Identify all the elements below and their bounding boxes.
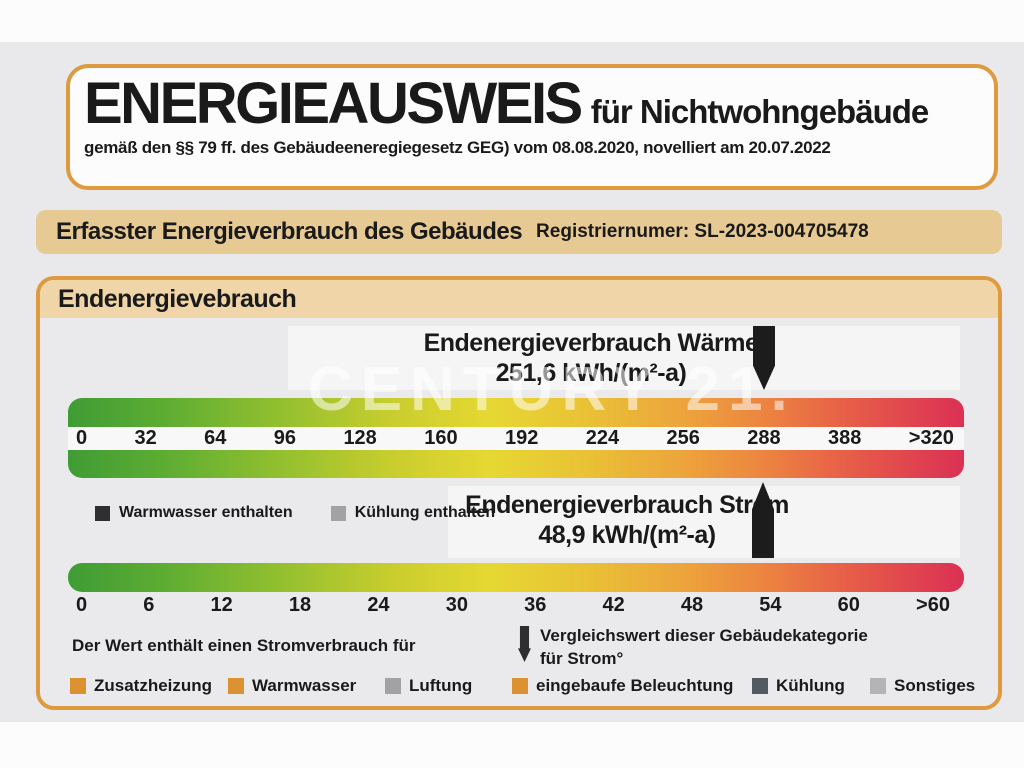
tick-label: 128 [343,427,377,449]
scale-bar-strom [68,563,964,592]
scale-strom-value: 48,9 kWh/(m²-a) [538,521,716,549]
tick-label: 54 [759,593,782,616]
tick-label: 224 [585,427,620,449]
note-vergleichswert: Vergleichswert dieser Gebäudekategorie f… [540,624,868,670]
scale-waerme-title: Endenergieverbrauch Wärme [423,329,759,357]
tick-label: 42 [602,593,625,616]
legend-square-light [870,678,886,694]
tick-label: >60 [916,593,950,616]
scale-waerme-value: 251,6 kWh/(m²-a) [495,359,687,387]
title-row: ENERGIEAUSWEIS für Nichtwohngebäude [84,71,982,137]
tick-label: 256 [666,427,700,449]
comparison-arrow-icon [518,626,531,662]
legend-square-orange [228,678,244,694]
legend-item-zusatzheizung: Zusatzheizung [70,676,212,696]
tick-label: 388 [828,427,862,449]
marker-up-arrow-icon [752,482,774,558]
legend-square-orange [70,678,86,694]
legend-square-gray [330,505,346,521]
note-vergleichswert-line2: für Strom° [540,649,624,668]
certificate-sheet: ENERGIEAUSWEIS für Nichtwohngebäude gemä… [0,42,1024,722]
legend-square-orange [512,678,528,694]
legend-item-warmwasser-enthalten: Warmwasser enthalten [95,504,293,522]
label-band-waerme [288,326,960,390]
scales-content: CENTURY 21. Endenergieverbrauch Wärme 25… [40,318,998,706]
banner-label: Erfasster Energieverbrauch des Gebäudes [56,218,523,245]
legend-label: Warmwasser [252,676,357,695]
legend-label: Luftung [409,676,473,695]
legend-label: Zusatzheizung [94,676,213,695]
note-stromverbrauch: Der Wert enthält einen Stromverbrauch fü… [72,636,416,655]
marker-down-arrow-icon [753,326,775,390]
legend-item-luftung: Luftung [385,676,472,696]
legend-label: Kühlung enthalten [354,504,496,521]
legend-label: Kühlung [776,676,845,695]
scale-bar-waerme: 0 32 64 96 128 160 192 224 256 288 388 >… [68,398,964,478]
legend-item-kuehlung-enthalten: Kühlung enthalten [330,504,496,522]
legend-item-kuehlung: Kühlung [752,676,845,696]
scale-strom-title: Endenergieverbrauch Strom [465,491,789,519]
legend-label: Sonstiges [894,676,976,695]
tick-label: 60 [837,593,860,616]
page-title-suffix: für Nichtwohngebäude [590,93,929,130]
tick-label: 48 [680,593,704,616]
tick-label: 30 [445,593,468,616]
legend-label: eingebaufe Beleuchtung [536,676,734,695]
scale-strom-ticks: 0 6 12 18 24 30 36 42 48 54 60 >60 [68,592,964,618]
tick-label: 18 [288,593,312,616]
legend-item-warmwasser: Warmwasser [228,676,356,696]
scale-waerme-ticks: 0 32 64 96 128 160 192 224 256 288 388 >… [68,427,964,450]
scale-waerme-caption: Endenergieverbrauch Wärme 251,6 kWh/(m²-… [405,328,777,388]
tick-label: 24 [367,593,390,616]
note-vergleichswert-line1: Vergleichswert dieser Gebäudekategorie [540,626,868,645]
endenergieverbrauch-box: Endenergievebrauch CENTURY 21. Endenergi… [36,276,1002,710]
tick-label: >320 [908,427,954,449]
tick-label: 160 [424,427,458,449]
tick-label: 6 [143,593,155,616]
legend-square-gray [385,678,401,694]
registration-number: Registriernumer: SL-2023-004705478 [536,221,869,242]
tick-label: 0 [76,427,88,449]
scale-waerme-legend: Warmwasser enthalten Kühlung enthalten [95,504,495,522]
tick-label: 288 [747,427,781,449]
tick-label: 192 [504,427,539,449]
legend-label: Warmwasser enthalten [119,504,293,521]
gradient-strip-top [68,398,964,427]
banner-erfasster-energieverbrauch: Erfasster Energieverbrauch des Gebäudes … [36,210,1002,254]
section-header: Endenergievebrauch [40,280,998,318]
scale-strom-caption: Endenergieverbrauch Strom 48,9 kWh/(m²-a… [457,490,797,550]
legend-item-eingebaute-beleuchtung: eingebaufe Beleuchtung [512,676,733,696]
gradient-strip-bottom [68,450,964,478]
legend-square-dark [752,678,768,694]
tick-label: 96 [273,427,297,449]
page-title: ENERGIEAUSWEIS [84,71,583,136]
tick-label: 36 [524,593,547,616]
legend-square-black [95,505,110,521]
tick-label: 0 [76,593,88,616]
tick-label: 12 [210,593,233,616]
tick-label: 64 [204,427,227,449]
tick-label: 32 [134,427,157,449]
page-subtitle: gemäß den §§ 79 ff. des Gebäudeeneregieg… [84,137,831,157]
legend-item-sonstiges: Sonstiges [870,676,975,696]
label-band-strom [448,486,960,558]
title-box: ENERGIEAUSWEIS für Nichtwohngebäude gemä… [66,64,998,190]
